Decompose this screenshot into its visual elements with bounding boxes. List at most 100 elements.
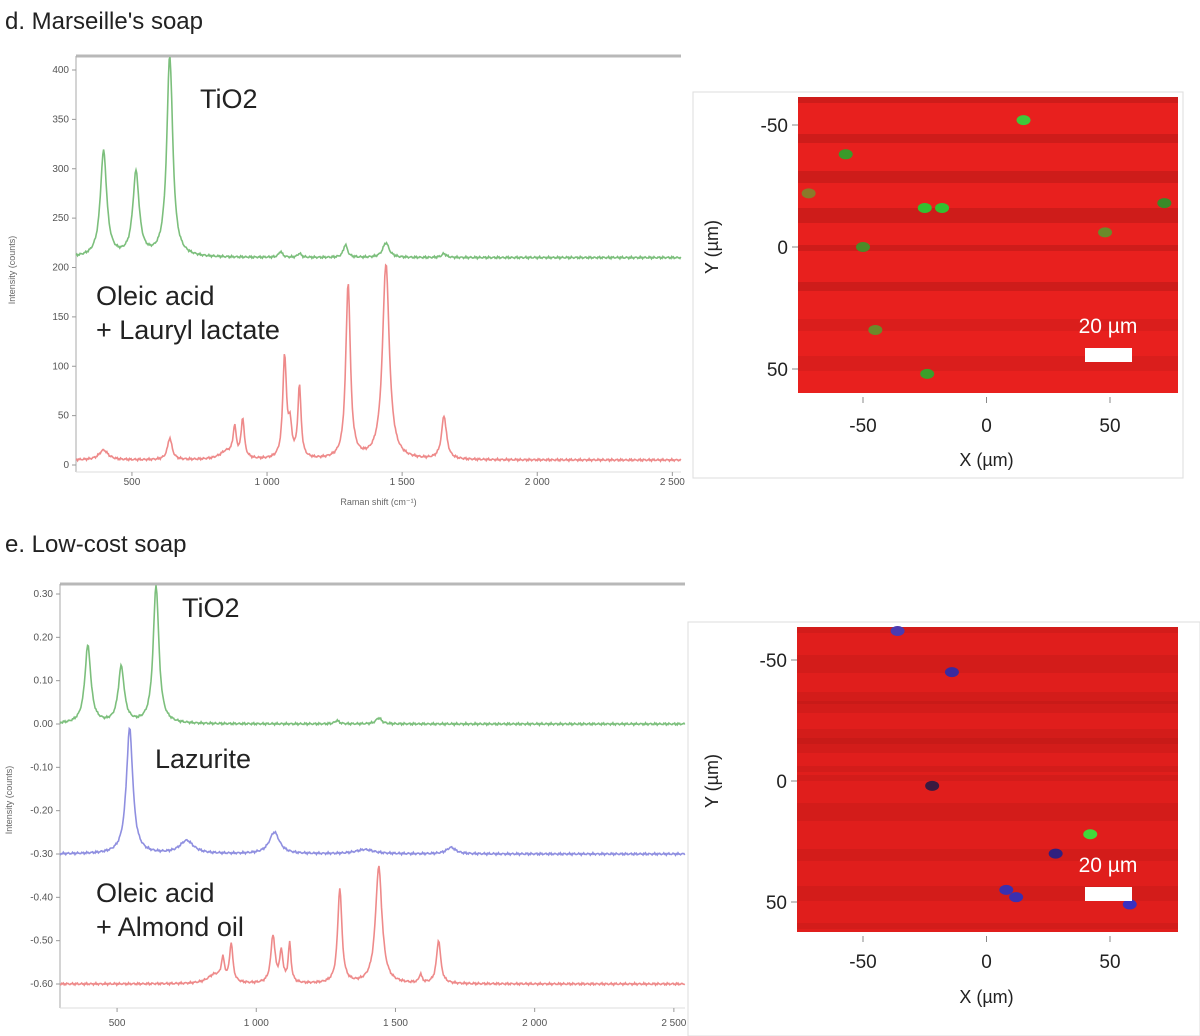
x-tick-label: 1 000 xyxy=(255,477,280,488)
raman-map-0: 20 µm -50 -50 0 0 50 50 X (µm) Y (µm) xyxy=(692,91,1184,479)
x-tick-label: 0 xyxy=(981,952,992,973)
y-tick-label: 0.10 xyxy=(34,676,54,687)
scale-bar-label: 20 µm xyxy=(1079,315,1138,338)
map-texture xyxy=(797,701,1178,713)
x-tick-label: 1 500 xyxy=(390,477,415,488)
y-tick-label: 0 xyxy=(777,238,788,259)
map-spot xyxy=(1009,892,1024,903)
map-texture xyxy=(797,775,1178,781)
map-spot xyxy=(1083,829,1098,840)
series-label: + Lauryl lactate xyxy=(96,315,280,345)
map-texture xyxy=(797,729,1178,744)
y-tick-label: -0.20 xyxy=(30,806,53,817)
y-tick-label: 0 xyxy=(63,460,69,471)
map-texture xyxy=(798,208,1178,223)
map-texture xyxy=(798,97,1178,103)
y-tick-label: 200 xyxy=(52,263,69,274)
y-tick-label: 250 xyxy=(52,213,69,224)
x-tick-label: 500 xyxy=(124,477,141,488)
y-tick-label: 100 xyxy=(52,361,69,372)
y-tick-label: 0 xyxy=(776,772,787,793)
map-spot xyxy=(1098,227,1113,238)
y-tick-label: -50 xyxy=(761,116,788,137)
series-label: TiO2 xyxy=(182,593,240,623)
map-texture xyxy=(797,766,1178,772)
y-tick-label: -0.40 xyxy=(30,892,53,903)
x-tick-label: 0 xyxy=(981,416,992,437)
y-tick-label: 50 xyxy=(58,411,70,422)
spectrum-chart-0: 0 50 100 150 200 250 300 350 400 500 1 000 1 500 2 0… xyxy=(7,54,685,507)
panel-d-title: d. Marseille's soap xyxy=(5,8,203,35)
x-tick-label: -50 xyxy=(849,952,876,973)
map-texture xyxy=(797,812,1178,821)
map-texture xyxy=(798,356,1178,371)
series-label: Oleic acid xyxy=(96,281,215,311)
map-texture xyxy=(797,849,1178,861)
series-label: Oleic acid xyxy=(96,878,215,908)
map-texture xyxy=(797,655,1178,664)
y-axis-label: Intensity (counts) xyxy=(7,236,17,305)
map-spot xyxy=(1016,115,1031,126)
map-spot xyxy=(917,202,932,213)
y-tick-label: -0.30 xyxy=(30,849,53,860)
map-spot xyxy=(999,884,1014,895)
y-axis-label: Y (µm) xyxy=(702,220,722,274)
y-axis-label: Y (µm) xyxy=(702,754,722,808)
series-label: TiO2 xyxy=(200,84,258,114)
x-tick-label: 1 500 xyxy=(383,1018,408,1029)
x-tick-label: -50 xyxy=(849,416,876,437)
map-spot xyxy=(1048,848,1063,859)
map-image xyxy=(797,627,1178,932)
raman-map-1: 20 µm -50 -50 0 0 50 50 X (µm) Y (µm) xyxy=(687,621,1200,1036)
map-texture xyxy=(797,692,1178,704)
series-label: + Almond oil xyxy=(96,912,244,942)
map-spot xyxy=(944,667,959,678)
map-texture xyxy=(797,627,1178,633)
x-axis-label: X (µm) xyxy=(959,987,1013,1007)
map-texture xyxy=(798,245,1178,251)
map-texture xyxy=(798,134,1178,143)
map-spot xyxy=(890,625,905,636)
map-texture xyxy=(798,208,1178,223)
map-texture xyxy=(798,245,1178,251)
series-line-tio2 xyxy=(75,56,682,261)
x-tick-label: 2 500 xyxy=(661,1018,686,1029)
x-tick-label: 2 500 xyxy=(660,477,685,488)
map-texture xyxy=(797,803,1178,812)
map-texture xyxy=(797,923,1178,929)
y-tick-label: 400 xyxy=(52,65,69,76)
series-line-lazurite xyxy=(59,726,686,857)
map-texture xyxy=(797,886,1178,901)
map-spot xyxy=(925,780,940,791)
map-texture xyxy=(797,738,1178,753)
x-tick-label: 2 000 xyxy=(525,477,550,488)
map-spot xyxy=(920,368,935,379)
x-tick-label: 50 xyxy=(1099,416,1120,437)
x-tick-label: 2 000 xyxy=(522,1018,547,1029)
map-spot xyxy=(856,242,870,252)
series-line-oleic-acid xyxy=(75,263,682,463)
map-texture xyxy=(798,171,1178,183)
map-spot xyxy=(935,202,950,213)
y-tick-label: 350 xyxy=(52,114,69,125)
map-spot xyxy=(1157,198,1172,209)
map-spot xyxy=(801,188,816,199)
series-label: Lazurite xyxy=(155,744,251,774)
map-texture xyxy=(798,282,1178,291)
y-tick-label: 0.20 xyxy=(34,632,54,643)
x-axis-label: X (µm) xyxy=(959,450,1013,470)
y-tick-label: 50 xyxy=(767,360,788,381)
y-tick-label: 0.30 xyxy=(34,589,54,600)
map-texture xyxy=(798,282,1178,291)
map-texture xyxy=(798,171,1178,183)
map-texture xyxy=(798,319,1178,331)
y-tick-label: 50 xyxy=(766,893,787,914)
map-texture xyxy=(798,134,1178,143)
y-tick-label: 0.00 xyxy=(34,719,54,730)
panel-e-title: e. Low-cost soap xyxy=(5,531,186,558)
y-tick-label: -0.60 xyxy=(30,979,53,990)
map-texture xyxy=(797,664,1178,673)
y-tick-label: -0.10 xyxy=(30,762,53,773)
map-spot xyxy=(868,324,883,335)
